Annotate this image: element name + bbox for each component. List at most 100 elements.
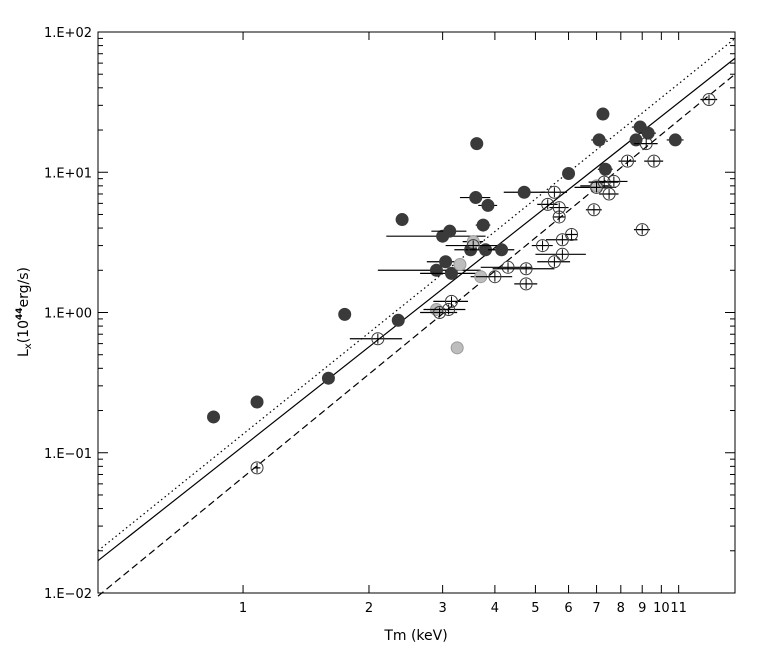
data-point-open xyxy=(599,174,628,188)
marker-open xyxy=(519,262,533,276)
y-tick-label: 1.E+01 xyxy=(44,166,92,181)
data-point-open xyxy=(644,154,664,168)
marker-open xyxy=(555,247,569,261)
marker-open xyxy=(552,201,566,215)
marker-filled-dark xyxy=(439,255,453,269)
marker-open xyxy=(602,187,616,201)
marker-open xyxy=(466,239,480,253)
x-tick-label: 4 xyxy=(491,601,499,616)
x-tick-label: 7 xyxy=(592,601,600,616)
y-axis-label-sub: x xyxy=(23,343,34,349)
y-tick-label: 1.E−01 xyxy=(44,447,92,462)
marker-filled-dark xyxy=(562,166,576,180)
marker-open xyxy=(536,239,550,253)
marker-filled-dark xyxy=(596,107,610,121)
marker-filled-dark xyxy=(598,162,612,176)
marker-filled-dark xyxy=(207,410,221,424)
marker-open xyxy=(442,303,456,317)
data-point-filled-dark xyxy=(596,107,610,121)
data-point-filled-dark xyxy=(597,162,613,176)
x-axis-label: Tm (keV) xyxy=(383,628,447,644)
data-point-filled-dark xyxy=(459,191,491,205)
data-point-open xyxy=(433,294,469,308)
data-point-open xyxy=(535,247,586,261)
fit-line-solid xyxy=(97,57,736,562)
data-point-filled-dark xyxy=(250,395,264,409)
marker-filled-dark xyxy=(470,137,484,151)
marker-filled-dark xyxy=(395,213,409,227)
marker-filled-dark xyxy=(481,198,495,212)
data-point-open xyxy=(540,185,568,199)
y-tick-label: 1.E+00 xyxy=(44,307,92,322)
data-point-open xyxy=(546,233,578,247)
marker-open xyxy=(620,154,634,168)
marker-filled-dark xyxy=(444,266,458,280)
marker-open xyxy=(639,137,653,151)
data-point-open xyxy=(633,223,651,237)
x-tick-label: 6 xyxy=(564,601,572,616)
data-point-open xyxy=(531,239,553,253)
data-point-open xyxy=(349,332,403,346)
x-tick-label: 11 xyxy=(670,601,687,616)
marker-filled-dark xyxy=(443,224,457,238)
marker-open xyxy=(444,294,458,308)
y-axis-label-unit: erg/s) xyxy=(16,267,32,307)
plot-frame xyxy=(97,31,736,594)
data-point-open xyxy=(599,187,619,201)
marker-open xyxy=(547,255,561,269)
marker-filled-dark xyxy=(592,133,606,147)
marker-filled-dark xyxy=(476,218,490,232)
marker-open xyxy=(597,175,611,189)
data-point-filled-dark xyxy=(395,213,409,227)
data-point-open xyxy=(700,93,718,107)
data-point-filled-dark xyxy=(487,243,515,257)
marker-open xyxy=(371,332,385,346)
data-point-filled-dark xyxy=(321,371,335,385)
data-point-filled-dark xyxy=(431,224,467,238)
x-tick-label: 10 xyxy=(653,601,670,616)
marker-filled-grey xyxy=(450,341,464,355)
marker-filled-dark xyxy=(517,185,531,199)
marker-open xyxy=(647,154,661,168)
y-axis-label: Lx(1044erg/s) xyxy=(15,267,34,357)
data-point-filled-grey xyxy=(453,257,467,271)
data-points xyxy=(207,93,718,475)
marker-filled-dark xyxy=(469,191,483,205)
marker-open xyxy=(635,223,649,237)
x-tick-label: 2 xyxy=(365,601,373,616)
y-tick-label: 1.E+02 xyxy=(44,26,92,41)
fit-line-dotted xyxy=(97,37,736,552)
data-point-open xyxy=(514,277,538,291)
marker-filled-dark xyxy=(429,263,443,277)
data-point-filled-dark xyxy=(640,126,656,140)
data-point-open xyxy=(445,239,498,253)
data-point-filled-dark xyxy=(562,166,576,180)
y-axis-label-paren: (10 xyxy=(16,320,32,343)
data-point-open xyxy=(565,227,579,241)
marker-open xyxy=(250,461,264,475)
data-point-filled-dark xyxy=(207,410,221,424)
marker-open xyxy=(702,93,716,107)
marker-open xyxy=(565,227,579,241)
data-point-filled-dark xyxy=(591,133,607,147)
marker-open xyxy=(488,270,502,284)
data-point-filled-dark xyxy=(420,266,479,280)
y-tick-label: 1.E−02 xyxy=(44,587,92,602)
data-point-open xyxy=(480,260,532,274)
svg-text:Lx(1044erg/s): Lx(1044erg/s) xyxy=(15,267,34,357)
data-point-filled-dark xyxy=(629,133,643,147)
data-point-open xyxy=(633,137,658,151)
marker-filled-grey xyxy=(453,257,467,271)
marker-open xyxy=(433,306,447,319)
data-point-open xyxy=(475,270,513,284)
x-tick-label: 9 xyxy=(638,601,646,616)
data-point-open xyxy=(549,201,569,215)
y-axis-ticks: 1.E−02 1.E−01 1.E+00 1.E+01 1.E+02 xyxy=(44,26,735,602)
data-point-filled-grey xyxy=(450,341,464,355)
data-point-filled-dark xyxy=(475,218,491,232)
x-tick-label: 8 xyxy=(617,601,625,616)
marker-filled-dark xyxy=(391,313,405,327)
marker-filled-dark xyxy=(641,126,655,140)
marker-filled-dark xyxy=(668,133,682,147)
